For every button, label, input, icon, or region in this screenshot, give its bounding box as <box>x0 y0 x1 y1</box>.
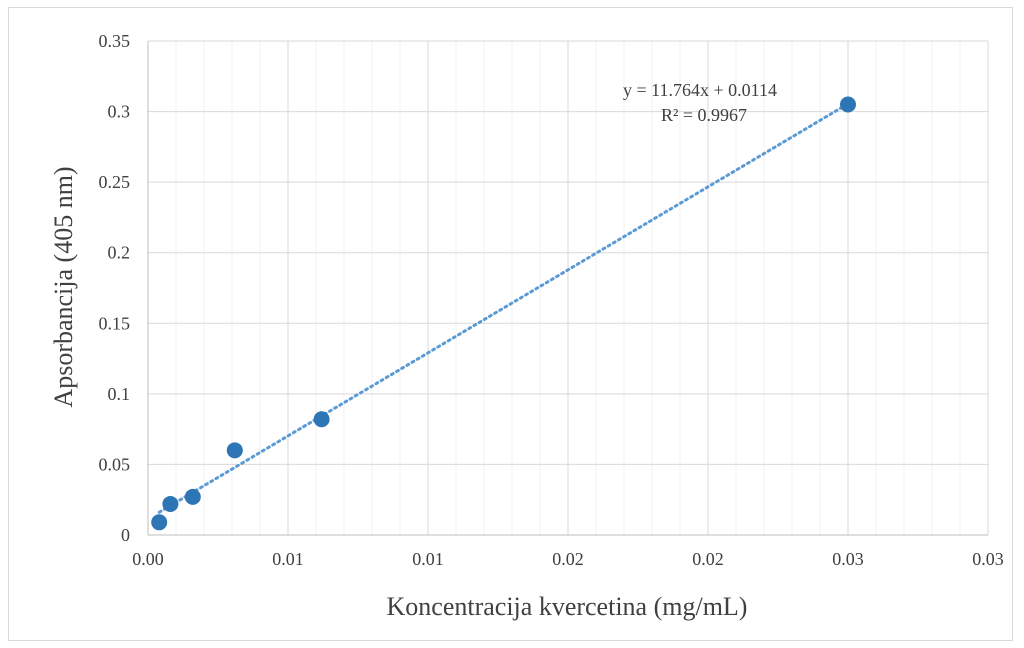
x-tick-label: 0.03 <box>832 549 864 569</box>
data-point <box>151 514 168 531</box>
trendline <box>157 102 850 514</box>
data-point <box>840 96 856 113</box>
trendline-equation: y = 11.764x + 0.0114 <box>623 80 777 100</box>
axes <box>147 41 988 536</box>
x-tick-label: 0.00 <box>132 549 164 569</box>
x-tick-label: 0.02 <box>692 549 724 569</box>
y-axis-title: Apsorbancija (405 nm) <box>49 166 78 407</box>
data-point <box>313 411 330 428</box>
trendline-r-squared: R² = 0.9967 <box>661 105 747 125</box>
data-point <box>162 495 179 512</box>
grid-major <box>148 40 989 535</box>
y-tick-label: 0.2 <box>108 243 131 263</box>
y-tick-label: 0.1 <box>108 384 131 404</box>
y-tick-label: 0.35 <box>99 31 131 51</box>
grid-minor <box>175 41 961 535</box>
x-axis-title: Koncentracija kvercetina (mg/mL) <box>387 592 748 621</box>
y-tick-label: 0.25 <box>99 172 131 192</box>
x-tick-labels: 0.00 0.01 0.01 0.02 0.02 0.03 0.03 <box>132 549 1004 569</box>
x-tick-label: 0.03 <box>972 549 1004 569</box>
trendline-path <box>157 102 850 514</box>
y-tick-label: 0.05 <box>99 454 131 474</box>
x-tick-label: 0.02 <box>552 549 584 569</box>
y-tick-labels: 0 0.05 0.1 0.15 0.2 0.25 0.3 0.35 <box>99 31 131 545</box>
y-tick-label: 0.3 <box>108 102 131 122</box>
data-point <box>226 442 243 459</box>
x-tick-label: 0.01 <box>412 549 444 569</box>
y-tick-label: 0.15 <box>99 313 131 333</box>
x-tick-label: 0.01 <box>272 549 304 569</box>
y-tick-label: 0 <box>121 525 130 545</box>
data-points <box>151 96 856 531</box>
data-point <box>184 488 201 505</box>
